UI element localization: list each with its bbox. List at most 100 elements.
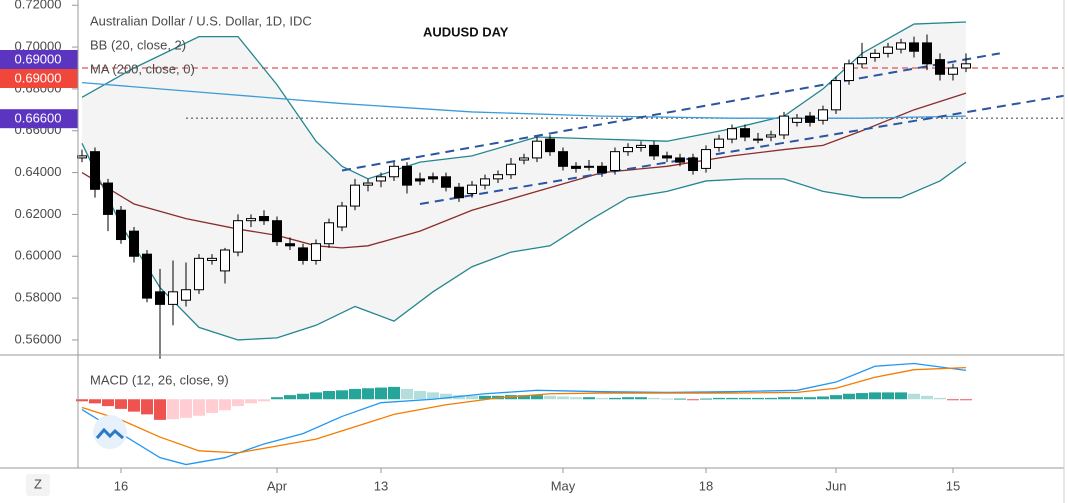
candle-body — [935, 59, 945, 75]
histogram-bar — [557, 396, 569, 400]
histogram-bar — [388, 386, 400, 400]
histogram-bar — [167, 399, 179, 420]
price-label: 0.66600 — [15, 111, 62, 126]
candle-body — [610, 151, 620, 171]
candle-body — [831, 80, 841, 111]
histogram-bar — [141, 399, 153, 415]
candle-body — [285, 243, 295, 247]
trendline — [419, 94, 1065, 205]
histogram-bar — [115, 399, 127, 409]
candle-body — [129, 230, 139, 257]
histogram-bar — [440, 393, 452, 400]
histogram-bar — [934, 397, 946, 400]
candle-body — [493, 174, 503, 180]
y-tick-label: 0.72000 — [15, 0, 62, 12]
candle-body — [168, 291, 178, 305]
histogram-bar — [583, 397, 595, 400]
candle-body — [545, 138, 555, 153]
histogram-bar — [76, 399, 88, 402]
candle-body — [558, 151, 568, 167]
histogram-bar — [713, 397, 725, 400]
candle-body — [77, 155, 87, 159]
histogram-bar — [219, 399, 231, 411]
price-label: 0.69000 — [15, 51, 62, 66]
candle-body — [142, 253, 152, 299]
candle-body — [818, 109, 828, 121]
toolbar-label[interactable]: Z — [34, 476, 42, 491]
histogram-bar — [310, 392, 322, 400]
candle-body — [519, 157, 529, 161]
histogram-bar — [544, 395, 556, 400]
histogram-bar — [414, 391, 426, 400]
candle-body — [727, 128, 737, 140]
candle-body — [324, 222, 334, 245]
histogram-bar — [206, 399, 218, 413]
candle-body — [870, 52, 880, 59]
histogram-bar — [154, 399, 166, 420]
histogram-bar — [336, 390, 348, 400]
histogram-bar — [531, 395, 543, 400]
y-tick-label: 0.64000 — [15, 164, 62, 179]
x-tick-label: 15 — [946, 478, 960, 493]
candle-body — [883, 46, 893, 54]
logo-icon[interactable] — [95, 427, 124, 440]
candle-body — [779, 115, 789, 136]
candle-body — [376, 176, 386, 182]
y-tick-label: 0.58000 — [15, 290, 62, 305]
histogram-bar — [609, 397, 621, 400]
candle-body — [90, 151, 100, 190]
candle-body — [961, 63, 971, 69]
candle-body — [857, 57, 867, 65]
histogram-bar — [921, 395, 933, 400]
candle-body — [922, 42, 932, 65]
histogram-bar — [726, 397, 738, 400]
candle-body — [688, 157, 698, 171]
candle-body — [389, 165, 399, 178]
histogram-bar — [687, 399, 699, 401]
candle-body — [623, 146, 633, 153]
candle-body — [155, 291, 165, 305]
price-label-box — [0, 68, 78, 88]
candle-body — [298, 247, 308, 261]
histogram-bar — [349, 388, 361, 400]
histogram-bar — [804, 397, 816, 400]
candle-body — [896, 42, 906, 50]
histogram-bar — [635, 397, 647, 400]
candle-body — [467, 184, 477, 195]
indicator-line — [81, 81, 967, 119]
candle-body — [441, 176, 451, 188]
x-tick-label: Jun — [826, 478, 847, 493]
candle-body — [766, 134, 776, 138]
indicator-line — [81, 143, 967, 341]
candle-body — [259, 216, 269, 222]
histogram-bar — [427, 392, 439, 400]
histogram-bar — [778, 397, 790, 400]
histogram-bar — [661, 398, 673, 400]
histogram-bar — [518, 395, 530, 400]
histogram-bar — [739, 397, 751, 400]
x-tick-label: May — [551, 478, 576, 493]
toolbar-button[interactable] — [26, 474, 50, 496]
y-tick-label: 0.62000 — [15, 206, 62, 221]
logo-circle[interactable] — [93, 415, 127, 449]
candle-body — [207, 257, 217, 261]
candle-body — [844, 63, 854, 82]
candle-body — [792, 117, 802, 123]
candle-body — [181, 289, 191, 301]
histogram-bar — [362, 388, 374, 400]
trendline — [341, 52, 1000, 172]
candle-body — [701, 149, 711, 169]
histogram-bar — [375, 387, 387, 400]
chart-title: Australian Dollar / U.S. Dollar, 1D, IDC — [90, 13, 312, 28]
candle-body — [337, 205, 347, 228]
candle-body — [753, 138, 763, 141]
candle-body — [805, 115, 815, 123]
histogram-bar — [297, 393, 309, 400]
logo[interactable] — [93, 415, 127, 449]
candle-body — [584, 165, 594, 168]
price-label: 0.69000 — [15, 70, 62, 85]
candle-body — [363, 182, 373, 186]
indicator-line — [81, 362, 967, 466]
candle-body — [272, 220, 282, 243]
histogram-bar — [258, 399, 270, 402]
